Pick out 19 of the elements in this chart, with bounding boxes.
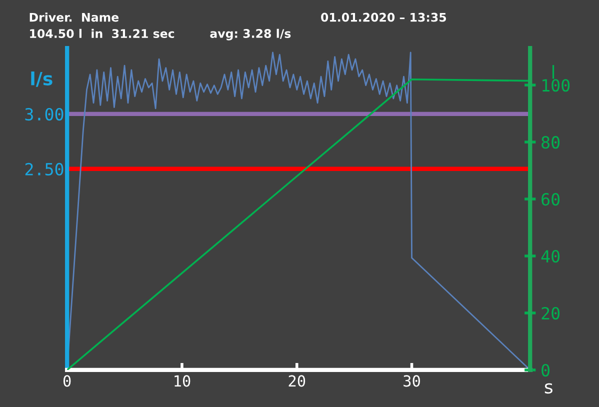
y-tick-label: 2.50: [25, 162, 64, 176]
chart-subtitle: 104.50 l in 31.21 sec: [30, 28, 174, 38]
x-axis-title: s: [544, 383, 552, 394]
x-tick-label: 20: [288, 375, 306, 387]
y2-tick-label: 40: [541, 250, 560, 263]
x-tick-label: 0: [63, 375, 71, 387]
y-axis-title: l/s: [31, 71, 52, 87]
y-tick-label: 3.00: [25, 108, 64, 121]
text: avg: 3.28 l/s: [210, 28, 291, 40]
text: 01.01.2020 – 13:35: [321, 12, 446, 22]
chart-title: Driver. Name: [30, 12, 119, 22]
y2-tick-label: 100: [542, 79, 570, 92]
y2-tick-label: 80: [542, 136, 560, 149]
y2-tick-label: 0: [542, 364, 550, 377]
x-tick-label: 10: [174, 375, 190, 387]
y2-tick-label: 60: [542, 193, 560, 206]
x-tick-label: 30: [404, 375, 420, 387]
y2-tick-label: 20: [542, 306, 560, 320]
y2-axis-title: l: [552, 65, 554, 79]
